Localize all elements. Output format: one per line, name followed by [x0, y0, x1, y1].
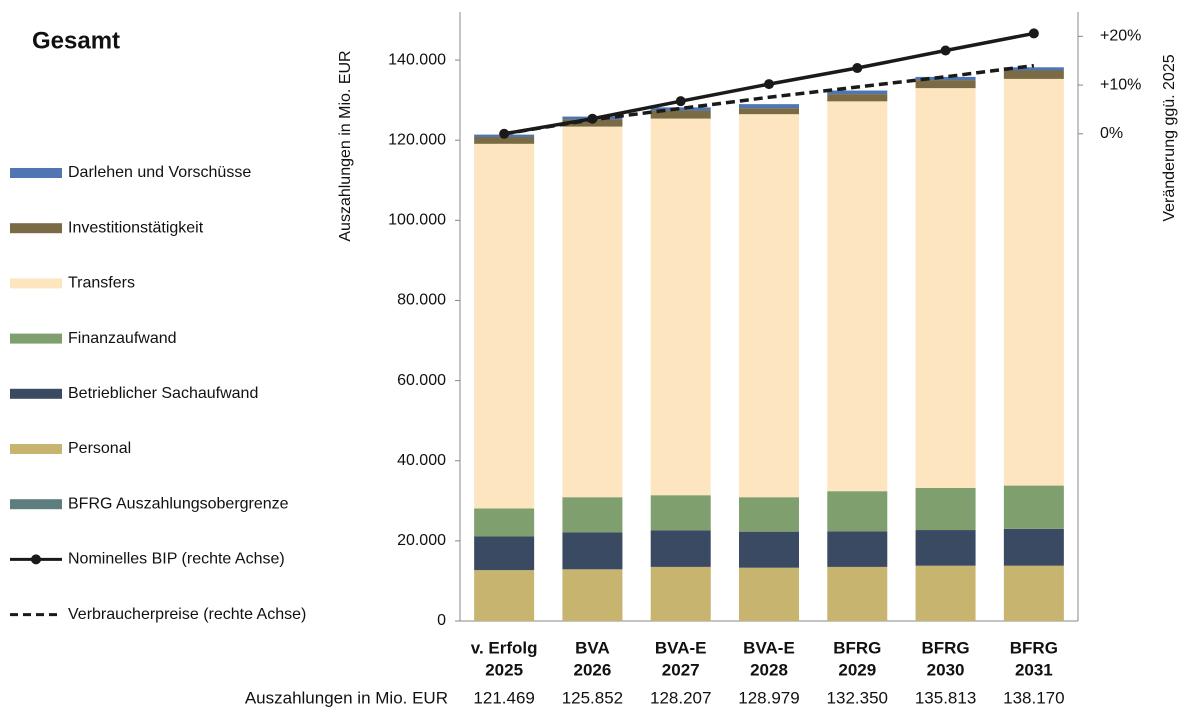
legend-swatch: [10, 333, 62, 344]
legend-swatch: [10, 499, 62, 510]
legend-label: Darlehen und Vorschüsse: [68, 164, 251, 181]
bar-segment: [739, 108, 799, 115]
y-tick-label: 40.000: [397, 452, 446, 469]
bar-segment: [739, 114, 799, 498]
x-tick-label: 2025: [485, 660, 523, 679]
y2-tick-label: 0%: [1100, 125, 1123, 142]
legend-label: Finanzaufwand: [68, 330, 177, 347]
bar-segment: [562, 532, 623, 570]
bar-segment: [827, 101, 888, 492]
total-value: 135.813: [915, 688, 976, 707]
line-marker: [940, 45, 951, 56]
x-tick-label: 2031: [1015, 660, 1053, 679]
y-tick-label: 140.000: [388, 51, 446, 68]
y2-axis-label: Veränderung ggü. 2025: [1161, 54, 1178, 221]
total-value: 138.170: [1003, 688, 1064, 707]
bar-segment: [650, 530, 711, 567]
bar-segment: [1003, 70, 1064, 79]
total-value: 128.979: [738, 688, 799, 707]
x-tick-label: BVA-E: [743, 638, 795, 657]
line-marker: [1028, 28, 1039, 39]
bar-segment: [474, 508, 535, 537]
total-value: 125.852: [562, 688, 623, 707]
total-value: 128.207: [650, 688, 711, 707]
bar-segment: [1003, 528, 1064, 566]
y-tick-label: 100.000: [388, 212, 446, 229]
bar-segment: [562, 497, 623, 533]
bar-segment: [827, 94, 888, 102]
legend-swatch: [10, 388, 62, 399]
bar-segment: [1003, 78, 1064, 486]
totals-label: Auszahlungen in Mio. EUR: [245, 688, 448, 707]
bar-segment: [915, 76, 976, 81]
legend-label: BFRG Auszahlungsobergrenze: [68, 495, 289, 512]
x-tick-label: BFRG: [1010, 638, 1058, 657]
bar-segment: [915, 88, 976, 488]
bar-segment: [915, 487, 976, 531]
bar-segment: [739, 497, 799, 532]
x-tick-label: 2026: [574, 660, 612, 679]
bar-segment: [562, 126, 623, 498]
y-tick-label: 120.000: [388, 131, 446, 148]
y-tick-label: 60.000: [397, 372, 446, 389]
x-tick-label: BFRG: [833, 638, 881, 657]
legend-swatch: [10, 278, 62, 289]
bar-segment: [474, 137, 535, 144]
legend-label: Transfers: [68, 275, 135, 292]
y-axis-label: Auszahlungen in Mio. EUR: [337, 50, 354, 241]
line-marker: [675, 96, 686, 107]
bar-segment: [915, 80, 976, 89]
bar-segment: [474, 143, 535, 509]
bar-segment: [562, 569, 623, 621]
line-marker: [852, 63, 863, 74]
bar-segment: [827, 531, 888, 567]
legend-label: Verbraucherpreise (rechte Achse): [68, 606, 306, 623]
bar-segment: [650, 107, 711, 111]
x-tick-label: 2030: [927, 660, 965, 679]
bar-segment: [827, 491, 888, 532]
total-value: 121.469: [473, 688, 534, 707]
y2-tick-label: +20%: [1100, 28, 1141, 45]
bar-segment: [1003, 565, 1064, 621]
y-tick-label: 0: [437, 612, 446, 629]
bar-segment: [827, 566, 888, 621]
total-value: 132.350: [827, 688, 888, 707]
legend-label: Nominelles BIP (rechte Achse): [68, 551, 285, 568]
x-tick-label: BVA-E: [655, 638, 707, 657]
bar-segment: [1003, 485, 1064, 529]
bar-segment: [915, 530, 976, 566]
bar-segment: [474, 570, 535, 621]
bar-segment: [650, 110, 711, 119]
x-tick-label: 2028: [750, 660, 788, 679]
bar-segment: [650, 495, 711, 531]
y2-tick-label: +10%: [1100, 76, 1141, 93]
bar-segment: [739, 567, 799, 621]
legend-label: Personal: [68, 440, 131, 457]
legend-label: Investitionstätigkeit: [68, 219, 204, 236]
x-tick-label: 2029: [838, 660, 876, 679]
bar-segment: [915, 565, 976, 621]
line-marker: [764, 79, 774, 90]
x-tick-label: BVA: [575, 638, 610, 657]
bar-segment: [474, 536, 535, 571]
x-tick-label: 2027: [662, 660, 700, 679]
legend-swatch: [10, 223, 62, 234]
y-tick-label: 20.000: [397, 532, 446, 549]
x-tick-label: BFRG: [921, 638, 969, 657]
legend-swatch: [10, 444, 62, 454]
bar-segment: [650, 566, 711, 621]
x-tick-label: v. Erfolg: [471, 638, 538, 657]
bar-segment: [739, 531, 799, 568]
legend-label: Betrieblicher Sachaufwand: [68, 385, 258, 402]
legend-marker: [31, 554, 41, 565]
bar-segment: [739, 104, 799, 109]
chart-title: Gesamt: [32, 27, 120, 54]
bar-segment: [650, 118, 711, 496]
bar-segment: [827, 90, 888, 95]
legend-swatch: [10, 168, 62, 178]
y-tick-label: 80.000: [397, 292, 446, 309]
bar-segment: [1003, 67, 1064, 71]
line-series: [503, 63, 1035, 136]
